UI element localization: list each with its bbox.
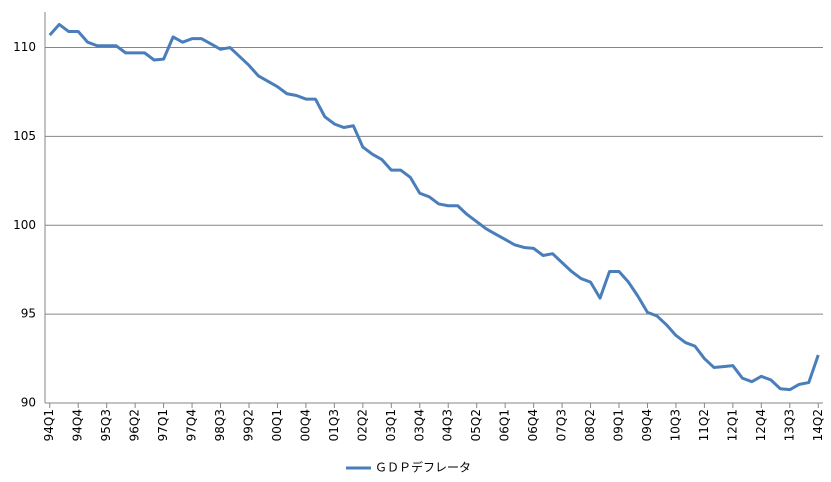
x-tick-label: 12Q1 [725,409,739,441]
x-tick-label: 14Q2 [811,409,825,441]
x-tick-label: 06Q1 [498,409,512,441]
x-tick-label: 00Q1 [270,409,284,441]
x-tick-label: 04Q3 [441,409,455,441]
y-tick-label: 90 [21,396,36,410]
x-tick-label: 05Q2 [469,409,483,441]
x-tick-label: 08Q2 [583,409,597,441]
x-tick-label: 94Q1 [42,409,56,441]
x-tick-label: 01Q3 [327,409,341,441]
x-tick-label: 13Q3 [782,409,796,441]
x-tick-label: 06Q4 [526,409,540,441]
legend-label: ＧＤＰデフレータ [375,460,471,475]
x-tick-label: 94Q4 [71,409,85,441]
x-tick-label: 99Q2 [241,409,255,441]
x-tick-label: 97Q4 [185,409,199,441]
x-tick-label: 97Q1 [156,409,170,441]
x-tick-label: 10Q3 [668,409,682,441]
y-tick-label: 95 [21,307,36,321]
x-tick-label: 07Q3 [555,409,569,441]
y-tick-label: 105 [13,129,36,143]
x-tick-label: 03Q4 [412,409,426,441]
x-tick-label: 98Q3 [213,409,227,441]
x-tick-label: 95Q3 [99,409,113,441]
x-tick-label: 12Q4 [754,409,768,441]
x-tick-label: 02Q2 [355,409,369,441]
x-tick-label: 96Q2 [128,409,142,441]
x-tick-label: 11Q2 [697,409,711,441]
x-tick-label: 00Q4 [298,409,312,441]
y-tick-label: 100 [13,218,36,232]
y-tick-label: 110 [13,40,36,54]
data-line [48,22,820,392]
x-tick-label: 09Q1 [612,409,626,441]
x-tick-label: 03Q1 [384,409,398,441]
x-tick-label: 09Q4 [640,409,654,441]
